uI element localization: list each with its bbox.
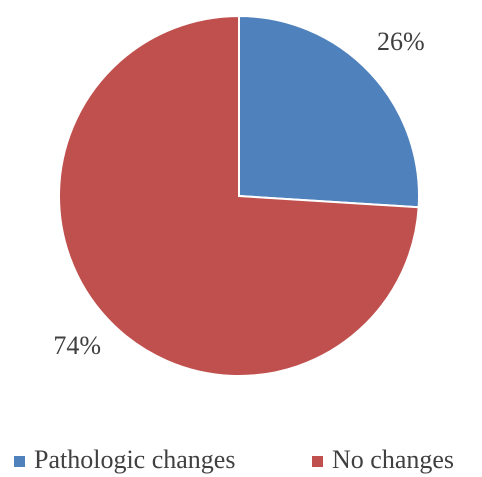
pie-slice (238, 14, 420, 209)
data-label: 26% (377, 27, 425, 56)
data-label: 74% (53, 331, 101, 360)
legend-swatch (312, 456, 323, 467)
pie-slice (58, 14, 420, 377)
legend-label: Pathologic changes (34, 445, 235, 474)
legend-swatch (14, 456, 25, 467)
legend-label: No changes (332, 445, 454, 474)
